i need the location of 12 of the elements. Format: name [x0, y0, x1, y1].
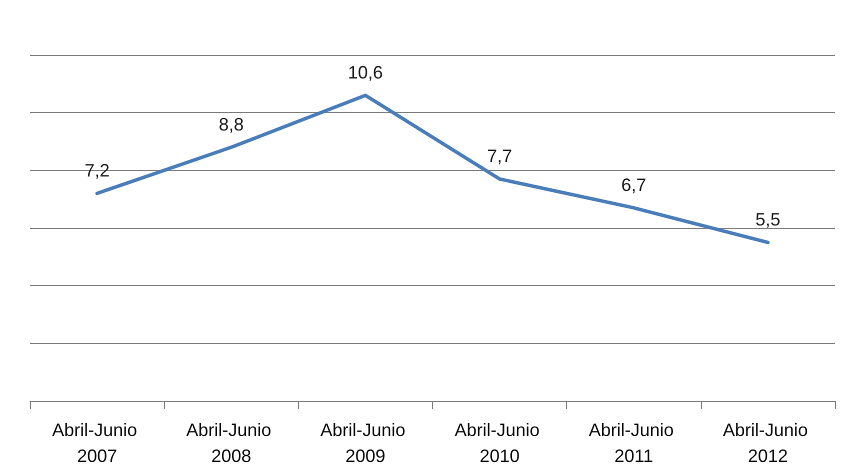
x-tick-label: Abril-Junio 2010: [454, 420, 545, 466]
data-label: 5,5: [755, 209, 780, 230]
x-tick-label: Abril-Junio 2011: [588, 420, 679, 466]
x-tick-label: Abril-Junio 2009: [320, 420, 410, 466]
data-label: 7,2: [84, 160, 110, 180]
x-tick-label: Abril-Junio 2007: [52, 420, 142, 466]
data-label: 8,8: [218, 114, 244, 134]
data-label: 7,7: [487, 146, 512, 166]
x-tick-label: Abril-Junio 2012: [722, 420, 813, 466]
x-tick-label: Abril-Junio 2008: [186, 420, 276, 466]
data-label: 6,7: [621, 174, 646, 195]
data-label: 10,6: [348, 62, 383, 82]
